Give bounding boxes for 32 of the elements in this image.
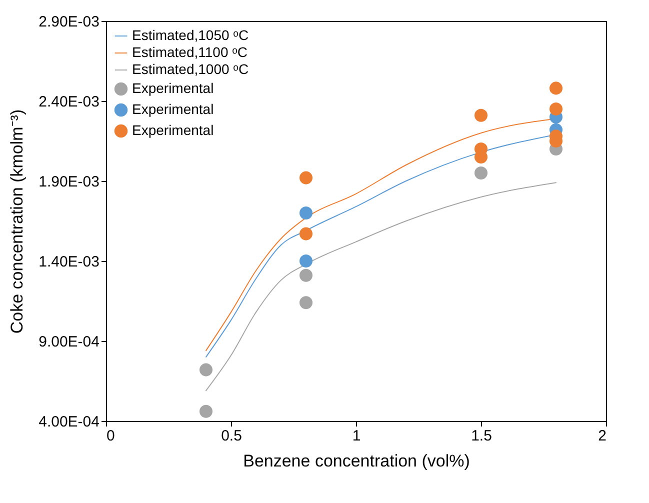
- x-tick-label: 0.5: [221, 428, 242, 444]
- legend-label: Experimental: [132, 80, 214, 96]
- point: [549, 82, 563, 95]
- y-axis-title: Coke concentration (kmolm⁻³): [8, 109, 27, 334]
- point: [474, 166, 488, 180]
- point: [299, 296, 313, 310]
- x-tick-label: 0: [106, 428, 115, 444]
- point: [474, 108, 488, 122]
- point: [199, 404, 213, 418]
- legend-label: Experimental: [132, 101, 214, 117]
- legend-label: Experimental: [132, 122, 214, 138]
- point: [299, 171, 313, 184]
- point: [299, 268, 313, 282]
- x-tick-label: 1.5: [471, 428, 492, 444]
- y-tick-label: 2.90E-03: [38, 14, 100, 30]
- y-tick-label: 9.00E-04: [38, 334, 100, 350]
- line-series: [206, 182, 556, 392]
- legend-label: Estimated,1050 ᵒC: [132, 27, 249, 43]
- x-tick-label: 1: [352, 428, 361, 444]
- point: [299, 227, 313, 240]
- y-tick-label: 1.90E-03: [38, 174, 100, 190]
- x-axis-title: Benzene concentration (vol%): [243, 452, 470, 470]
- y-tick-label: 4.00E-04: [38, 414, 100, 430]
- point: [199, 363, 213, 376]
- legend-label: Estimated,1000 ᵒC: [132, 61, 249, 77]
- legend-label: Estimated,1100 ᵒC: [132, 44, 248, 60]
- y-tick-label: 2.40E-03: [38, 94, 100, 110]
- point: [299, 206, 313, 220]
- point: [299, 254, 313, 268]
- point: [549, 102, 563, 116]
- x-tick-label: 2: [598, 428, 606, 444]
- y-tick-label: 1.40E-03: [38, 254, 100, 270]
